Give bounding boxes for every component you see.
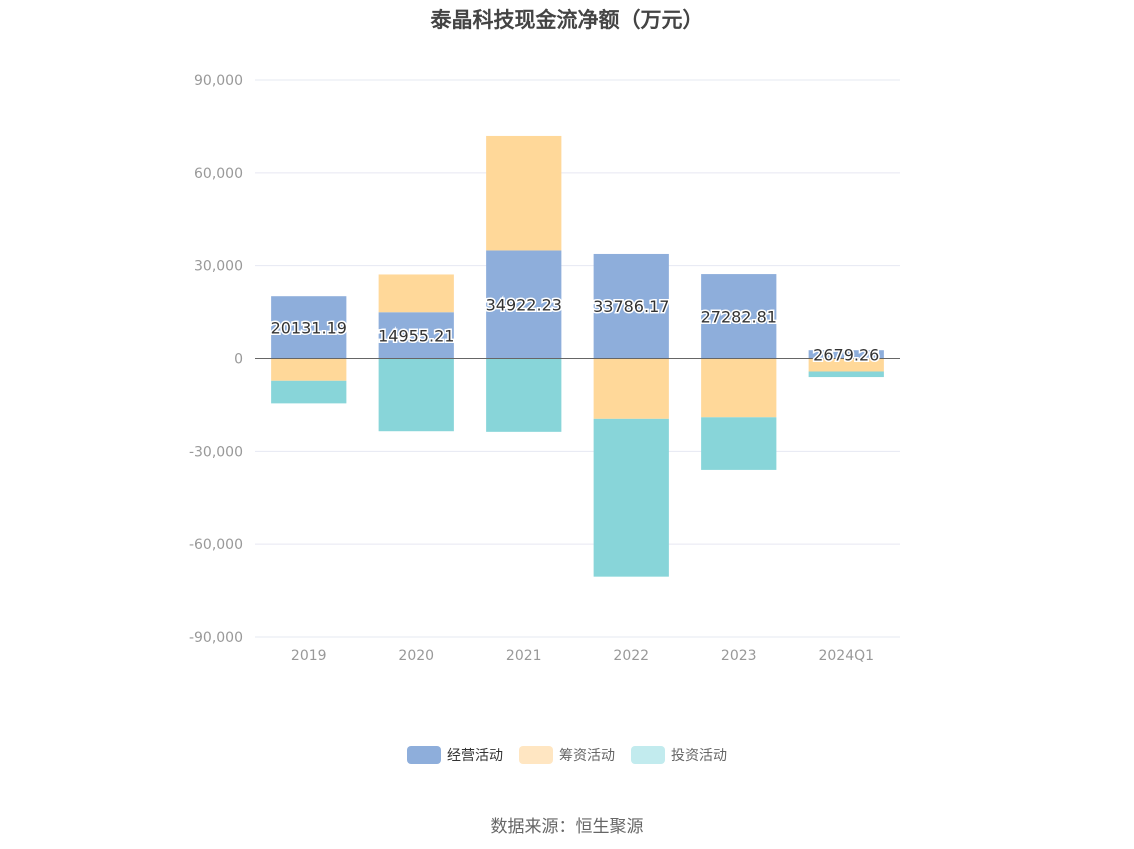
bar-segment [593, 253, 669, 359]
bar-segment [378, 312, 454, 359]
bar-segment [593, 418, 669, 577]
x-tick-label: 2022 [613, 648, 649, 664]
legend-item[interactable]: 经营活动 [407, 745, 503, 765]
bar-segment [701, 274, 777, 359]
data-label: 27282.81 [701, 307, 777, 326]
bar-segment [701, 358, 777, 418]
data-label: 34922.23 [486, 295, 562, 314]
data-label: 20131.19 [271, 318, 347, 337]
y-tick-label: -90,000 [189, 630, 243, 646]
legend: 经营活动 筹资活动 投资活动 [0, 745, 1134, 765]
legend-swatch [407, 746, 441, 764]
legend-label: 筹资活动 [559, 748, 615, 764]
legend-label: 经营活动 [447, 748, 503, 764]
bar-segment [808, 371, 884, 378]
x-tick-label: 2021 [506, 648, 542, 664]
data-label: 14955.21 [378, 326, 454, 345]
x-tick-label: 2023 [721, 648, 757, 664]
bar-segment [271, 380, 347, 404]
y-tick-label: 30,000 [194, 259, 243, 275]
bar-series [271, 135, 884, 577]
bar-segment [486, 135, 562, 251]
bar-segment [808, 350, 884, 359]
y-tick-label: -60,000 [189, 537, 243, 553]
x-axis-ticks: 2019 2020 2021 2022 2023 2024Q1 [291, 648, 874, 664]
bar-segment [808, 358, 884, 372]
y-tick-label: 90,000 [194, 73, 243, 89]
chart-title: 泰晶科技现金流净额（万元） [430, 8, 704, 32]
bar-segment [378, 358, 454, 432]
bar-segment [486, 250, 562, 359]
legend-item[interactable]: 投资活动 [631, 745, 727, 765]
legend-swatch [519, 746, 553, 764]
x-tick-label: 2024Q1 [818, 648, 874, 664]
data-label: 2679.26 [813, 345, 879, 364]
legend-item[interactable]: 筹资活动 [519, 745, 615, 765]
legend-label: 投资活动 [671, 748, 727, 764]
x-tick-label: 2020 [398, 648, 434, 664]
x-tick-label: 2019 [291, 648, 327, 664]
y-tick-label: -30,000 [189, 444, 243, 460]
y-tick-label: 0 [234, 352, 243, 368]
bar-segment [271, 296, 347, 359]
data-label: 33786.17 [593, 297, 669, 316]
data-labels: 20131.19 14955.21 34922.23 33786.17 27282.81… [269, 294, 881, 366]
chart-plot: 90,000 60,000 30,000 0 -30,000 -60,000 -90,000… [189, 73, 900, 664]
source-note: 数据来源：恒生聚源 [490, 817, 644, 837]
bar-segment [593, 358, 669, 419]
bar-segment [486, 358, 562, 432]
y-tick-label: 60,000 [194, 166, 243, 182]
bar-segment [271, 358, 347, 381]
legend-swatch [631, 746, 665, 764]
bar-segment [701, 417, 777, 470]
bar-segment [378, 274, 454, 313]
y-axis-ticks: 90,000 60,000 30,000 0 -30,000 -60,000 -90,000 [189, 73, 243, 646]
